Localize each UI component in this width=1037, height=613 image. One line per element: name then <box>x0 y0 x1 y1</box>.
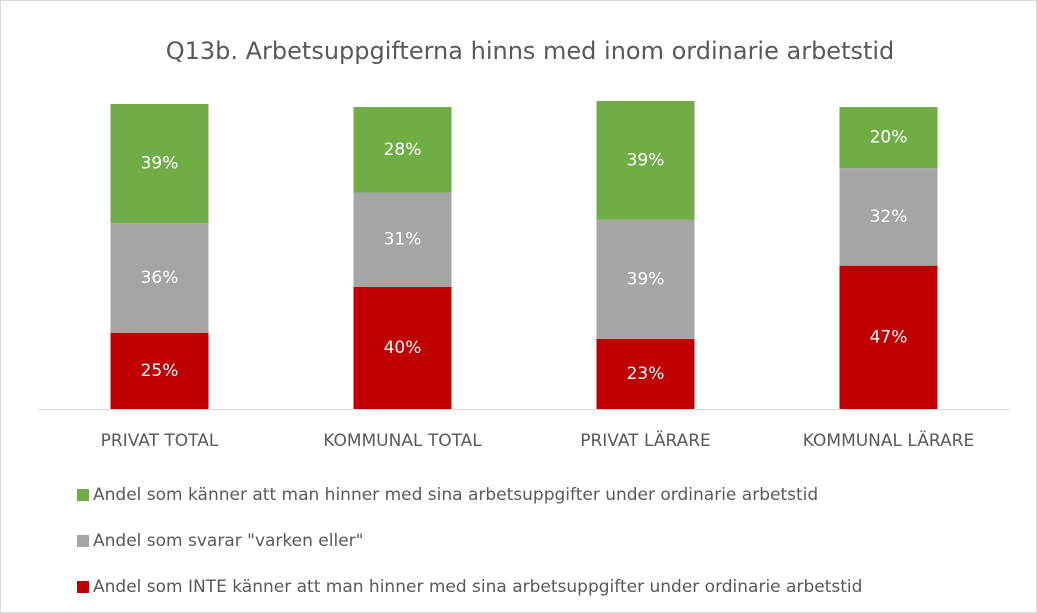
data-label: 39% <box>627 269 665 289</box>
bar-segment <box>353 107 452 193</box>
x-tick-label: PRIVAT TOTAL <box>101 431 219 451</box>
bar-segment <box>596 100 695 220</box>
data-label: 31% <box>384 230 422 250</box>
bar-segment <box>839 107 938 169</box>
legend-swatch <box>77 581 89 593</box>
bar-segment <box>110 104 209 223</box>
data-label: 47% <box>870 327 908 347</box>
data-label: 40% <box>384 338 422 358</box>
data-label: 39% <box>141 153 179 173</box>
chart-title: Q13b. Arbetsuppgifterna hinns med inom o… <box>166 37 895 65</box>
data-label: 36% <box>141 268 179 288</box>
legend-label: Andel som svarar "varken eller" <box>93 531 363 551</box>
data-label: 39% <box>627 150 665 170</box>
data-label: 23% <box>627 364 665 384</box>
legend-swatch <box>77 489 89 501</box>
x-tick-label: PRIVAT LÄRARE <box>580 430 711 451</box>
bar-segment <box>110 222 209 333</box>
legend-swatch <box>77 535 89 547</box>
bar-segment <box>839 265 938 409</box>
x-tick-label: KOMMUNAL TOTAL <box>323 431 482 451</box>
bar-segment <box>596 338 695 409</box>
bar-segment <box>839 168 938 266</box>
bar-segment <box>353 287 452 409</box>
data-label: 28% <box>384 140 422 160</box>
bar-segment <box>596 219 695 339</box>
data-label: 25% <box>141 361 179 381</box>
data-label: 20% <box>870 128 908 148</box>
legend-label: Andel som INTE känner att man hinner med… <box>93 577 862 597</box>
data-label: 32% <box>870 207 908 227</box>
bar-segment <box>353 192 452 287</box>
legend-label: Andel som känner att man hinner med sina… <box>93 485 818 505</box>
x-tick-label: KOMMUNAL LÄRARE <box>803 430 974 451</box>
bar-segment <box>110 332 209 409</box>
